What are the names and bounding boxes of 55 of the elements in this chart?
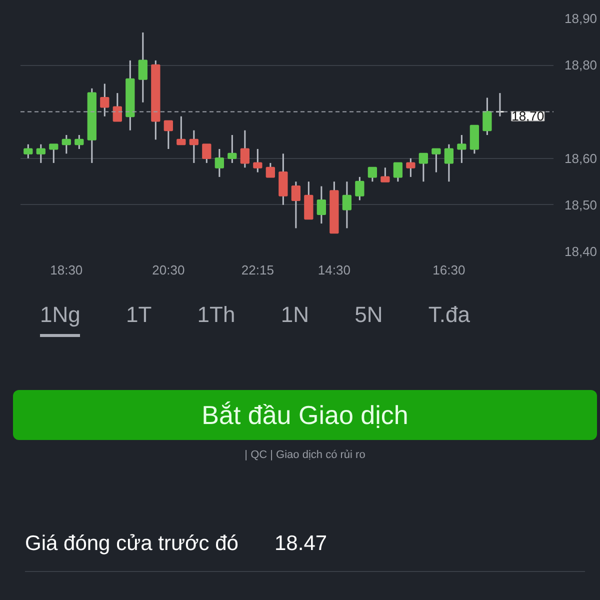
text: 18.47 xyxy=(274,532,328,555)
candlestick xyxy=(316,186,326,224)
x-tick-label: 18:30 xyxy=(50,262,83,278)
text: Giá đóng cửa trước đó xyxy=(25,532,238,555)
y-tick-label: 18,90 xyxy=(564,11,598,26)
text: 1Ng xyxy=(40,299,80,338)
candlestick xyxy=(49,144,58,164)
candlestick xyxy=(36,144,46,164)
candlestick xyxy=(176,116,186,146)
candlestick xyxy=(253,148,262,174)
candlestick xyxy=(240,130,250,168)
ref-line-label: 18,70 xyxy=(512,108,544,124)
x-tick-label: 22:15 xyxy=(241,262,274,278)
text: 1T xyxy=(126,301,152,329)
candlestick xyxy=(138,32,148,104)
text: Bắt đầu Giao dịch xyxy=(13,390,597,440)
candlestick xyxy=(444,144,454,182)
candlestick xyxy=(355,176,364,201)
candlestick xyxy=(189,130,198,164)
x-tick-label: 20:30 xyxy=(152,262,185,278)
text: T.đa xyxy=(428,301,470,329)
text: 1N xyxy=(280,301,309,329)
candlestick xyxy=(24,144,33,160)
candlestick xyxy=(406,158,416,178)
candlestick xyxy=(214,148,224,178)
candlestick xyxy=(228,134,237,164)
y-tick-label: 18,50 xyxy=(564,197,598,212)
candlestick xyxy=(470,124,480,154)
candlestick xyxy=(304,180,314,220)
candlestick xyxy=(278,152,288,206)
text: 1Th xyxy=(197,301,236,329)
candlestick xyxy=(164,120,173,150)
candlestick xyxy=(418,152,428,182)
candlestick xyxy=(266,162,275,178)
text: | QC | Giao dịch có rủi ro xyxy=(244,448,366,463)
candlestick xyxy=(368,166,378,182)
y-tick-label: 18,80 xyxy=(564,58,598,73)
candlestick xyxy=(74,134,84,150)
y-tick-label: 18,60 xyxy=(564,150,598,166)
x-tick-label: 16:30 xyxy=(432,262,466,278)
y-tick-label: 18,40 xyxy=(564,244,598,259)
candlestick xyxy=(342,180,352,229)
candlestick xyxy=(393,162,403,182)
text: 5N xyxy=(354,301,383,329)
candlestick xyxy=(100,82,110,118)
candlestick xyxy=(380,166,390,182)
candlestick xyxy=(202,144,212,164)
candlestick xyxy=(291,180,300,229)
candlestick xyxy=(482,96,492,136)
candlestick xyxy=(62,134,71,154)
candlestick xyxy=(457,134,466,164)
candlestick xyxy=(112,92,122,122)
x-tick-label: 14:30 xyxy=(318,262,350,278)
candlestick xyxy=(432,148,441,174)
candlestick xyxy=(495,92,505,118)
